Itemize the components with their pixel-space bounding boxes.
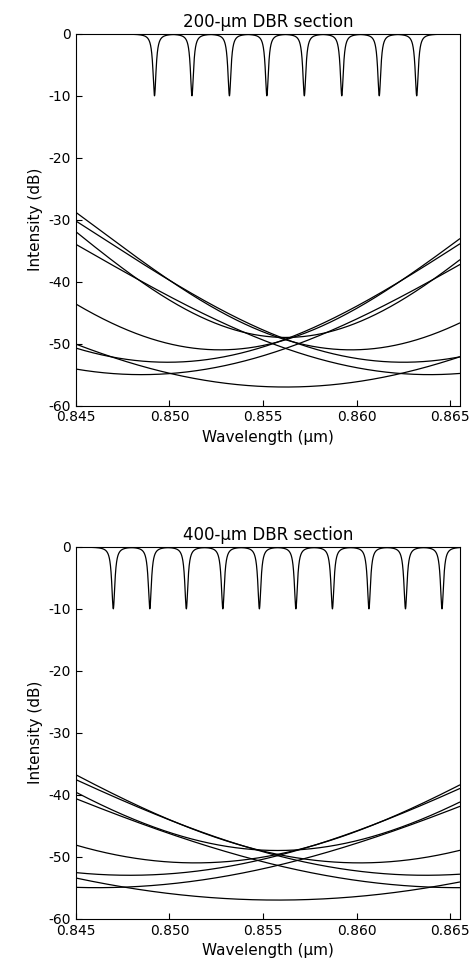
Title: 400-μm DBR section: 400-μm DBR section (182, 526, 353, 544)
Title: 200-μm DBR section: 200-μm DBR section (182, 13, 353, 31)
Y-axis label: Intensity (dB): Intensity (dB) (28, 681, 43, 784)
Y-axis label: Intensity (dB): Intensity (dB) (28, 168, 43, 272)
X-axis label: Wavelength (μm): Wavelength (μm) (202, 943, 334, 958)
X-axis label: Wavelength (μm): Wavelength (μm) (202, 430, 334, 445)
